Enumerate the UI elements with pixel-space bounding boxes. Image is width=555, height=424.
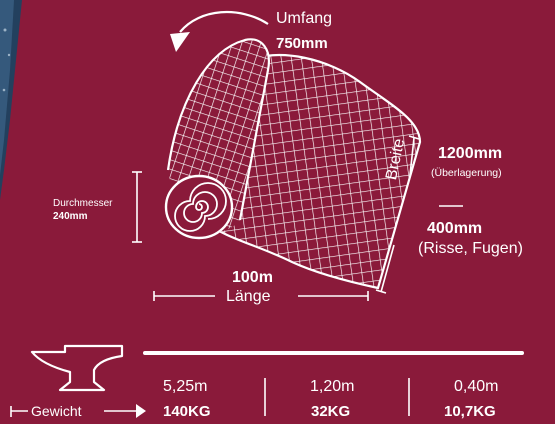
circumference-label: Umfang (276, 10, 333, 27)
anvil-icon (30, 344, 124, 392)
length-cell: 0,40m (454, 378, 499, 395)
length-cell: 1,20m (310, 378, 355, 395)
length-value: 100m (232, 269, 273, 286)
weight-label: Gewicht (31, 403, 82, 419)
circumference-value: 750mm (276, 35, 328, 52)
width-option1-note: (Überlagerung) (431, 167, 502, 179)
diameter-bracket (132, 171, 142, 243)
diameter-value: 240mm (53, 211, 88, 222)
width-option1-value: 1200mm (438, 145, 503, 162)
width-option2-value: 400mm (427, 220, 483, 237)
diameter-label: Durchmesser (53, 198, 113, 209)
length-bracket (153, 291, 369, 301)
length-label: Länge (226, 288, 271, 305)
weight-cell: 32KG (311, 403, 351, 420)
width-bracket (375, 135, 420, 294)
width-option2-note: (Risse, Fugen) (418, 240, 523, 257)
arrow-right-icon (136, 404, 146, 418)
weight-arrow (10, 406, 142, 417)
corner-photo-fragment (0, 0, 22, 200)
weight-cell: 10,7KG (444, 403, 496, 420)
rotate-arrow-icon (170, 10, 269, 52)
length-cell: 5,25m (163, 378, 208, 395)
weight-cell: 140KG (163, 403, 211, 420)
